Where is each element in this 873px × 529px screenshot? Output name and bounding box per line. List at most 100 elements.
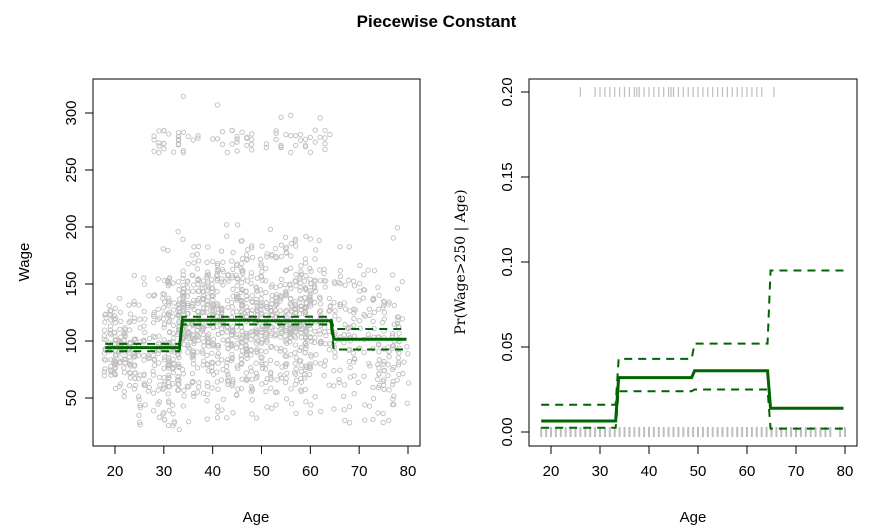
scatter-point (337, 244, 343, 250)
scatter-point (322, 358, 329, 364)
scatter-point (234, 136, 240, 142)
scatter-point (244, 134, 250, 140)
scatter-point (214, 379, 220, 385)
scatter-point (351, 315, 357, 322)
scatter-point (249, 136, 255, 143)
scatter-point (166, 361, 172, 367)
scatter-point (277, 308, 283, 314)
scatter-point (370, 297, 376, 303)
scatter-point (283, 375, 289, 382)
scatter-point (307, 334, 314, 340)
scatter-point (245, 307, 251, 314)
scatter-point (121, 356, 127, 363)
scatter-point (287, 265, 294, 271)
scatter-point (180, 236, 186, 242)
scatter-point (283, 132, 289, 138)
scatter-point (347, 364, 353, 371)
scatter-point (381, 309, 388, 316)
scatter-point (351, 310, 357, 316)
scatter-point (253, 330, 259, 336)
scatter-point (287, 325, 293, 331)
scatter-point (298, 263, 304, 269)
scatter-point (312, 394, 318, 400)
scatter-point (268, 332, 274, 339)
scatter-point (161, 375, 167, 381)
scatter-point (117, 309, 124, 315)
scatter-point (312, 360, 318, 366)
scatter-point (135, 375, 142, 382)
scatter-point (303, 273, 309, 279)
scatter-point (204, 352, 210, 359)
scatter-point (185, 310, 191, 317)
scatter-point (180, 403, 187, 409)
scatter-point (303, 325, 310, 332)
scatter-point (121, 393, 127, 400)
scatter-point (155, 387, 161, 393)
x-tick-label: 20 (543, 463, 560, 480)
scatter-point (131, 272, 137, 279)
scatter-point (131, 318, 137, 324)
scatter-point (248, 273, 254, 280)
scatter-point (235, 365, 241, 372)
scatter-point (214, 353, 221, 359)
scatter-point (293, 283, 299, 289)
scatter-point (146, 292, 152, 299)
scatter-point (161, 146, 167, 152)
scatter-point (230, 266, 236, 273)
x-tick-label: 50 (690, 463, 707, 480)
scatter-point (220, 259, 226, 265)
scatter-point (136, 302, 142, 308)
scatter-point (160, 246, 166, 252)
scatter-point (141, 357, 147, 363)
scatter-point (395, 355, 401, 361)
scatter-point (331, 383, 337, 389)
y-tick-label: 0.10 (499, 247, 516, 276)
left-x-axis-label: Age (243, 509, 270, 526)
scatter-point (322, 127, 328, 134)
scatter-point (191, 393, 197, 399)
scatter-point (351, 356, 358, 362)
scatter-point (180, 275, 186, 281)
scatter-point (400, 370, 406, 377)
scatter-point (126, 302, 132, 308)
scatter-point (225, 337, 231, 343)
scatter-point (108, 363, 114, 370)
scatter-point (181, 393, 187, 399)
scatter-point (274, 377, 280, 383)
scatter-point (292, 360, 298, 367)
scatter-point (214, 403, 221, 409)
scatter-point (283, 308, 289, 314)
scatter-point (366, 306, 373, 312)
scatter-point (234, 148, 240, 154)
scatter-point (361, 349, 367, 356)
scatter-point (141, 382, 147, 388)
scatter-point (195, 135, 201, 141)
scatter-point (351, 391, 357, 397)
scatter-point (151, 137, 157, 143)
scatter-point (118, 381, 124, 387)
scatter-point (101, 327, 108, 333)
scatter-point (150, 390, 157, 396)
scatter-point (238, 260, 245, 266)
scatter-point (165, 391, 171, 397)
fit-line (541, 369, 844, 423)
scatter-point (210, 293, 216, 299)
scatter-point (292, 350, 298, 356)
scatter-point (210, 343, 216, 349)
scatter-point (311, 339, 317, 346)
scatter-point (259, 243, 265, 249)
right-y-axis: 0.00 0.05 0.10 0.15 0.20 (499, 77, 529, 447)
scatter-point (288, 285, 294, 292)
lower-ci-line (105, 323, 407, 353)
scatter-point (116, 383, 123, 390)
scatter-point (244, 247, 251, 253)
scatter-point (248, 280, 254, 287)
scatter-point (292, 238, 298, 244)
scatter-point (161, 311, 167, 317)
scatter-point (259, 277, 266, 284)
scatter-point (194, 251, 200, 257)
scatter-point (234, 392, 240, 398)
scatter-point (268, 343, 275, 350)
scatter-point (200, 348, 206, 354)
